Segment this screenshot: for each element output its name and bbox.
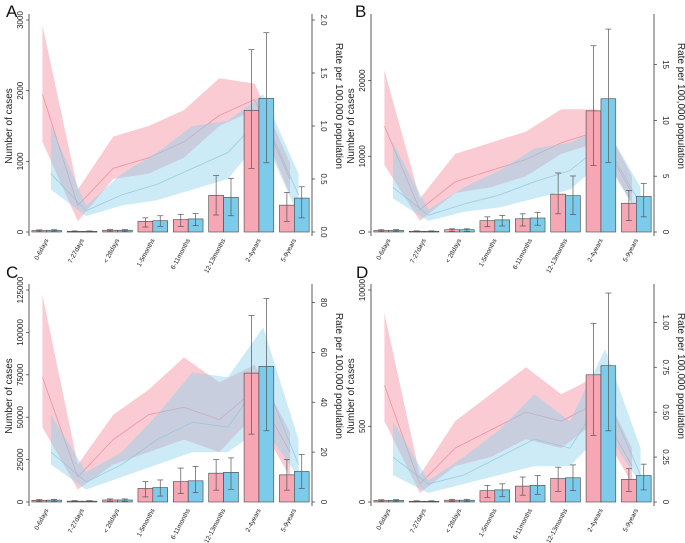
rate-band-female bbox=[384, 70, 633, 221]
left-tick-label: 2000 bbox=[16, 81, 25, 99]
left-tick-label: 0 bbox=[358, 229, 367, 234]
rate-band-female bbox=[42, 294, 291, 490]
right-tick-label: 1.5 bbox=[319, 67, 328, 79]
right-tick-label: 0.50 bbox=[661, 404, 670, 420]
panel-a: A 0 1000 2000 3000 0.0 0.5 1.0 1.5 2.0 Number of c… bbox=[4, 2, 344, 274]
category-label: 7-27days bbox=[67, 237, 86, 265]
category-label: 0-6days bbox=[33, 507, 50, 531]
left-tick-label: 100000 bbox=[16, 319, 25, 346]
category-label: < 28days bbox=[445, 237, 464, 264]
category-label: < 28days bbox=[103, 237, 122, 264]
category-label: 7-27days bbox=[67, 507, 86, 535]
panel-letter: A bbox=[6, 2, 18, 21]
category-label: 1-5months bbox=[136, 237, 157, 268]
left-tick-label: 125000 bbox=[16, 276, 25, 303]
left-tick-label: 25000 bbox=[16, 448, 25, 471]
right-tick-label: 2.0 bbox=[319, 14, 328, 26]
right-tick-label: 0 bbox=[661, 500, 670, 505]
category-label: 6-11months bbox=[512, 237, 534, 271]
left-tick-label: 0 bbox=[16, 229, 25, 234]
rate-line-female bbox=[42, 94, 291, 207]
left-tick-label: 3000 bbox=[16, 11, 25, 29]
category-label: 2-4years bbox=[245, 507, 263, 533]
left-tick-label: 20000 bbox=[358, 69, 367, 92]
panel-letter: C bbox=[6, 263, 18, 282]
y-axis-right-label: Rate per 100,000 population bbox=[675, 313, 685, 439]
category-label: 6-11months bbox=[170, 507, 192, 541]
category-label: 12-13months bbox=[203, 237, 227, 274]
category-label: 5-9years bbox=[622, 507, 640, 533]
panel-letter: D bbox=[356, 263, 368, 282]
panel-c: C 0 25000 50000 75000 100000 125000 0 20 40 60 80 Nu… bbox=[4, 263, 344, 543]
panel-letter: B bbox=[355, 2, 366, 21]
category-label: 7-27days bbox=[409, 237, 428, 265]
category-label: 2-4years bbox=[587, 507, 605, 533]
right-tick-label: 60 bbox=[319, 348, 328, 357]
right-tick-label: 15 bbox=[661, 60, 670, 69]
rate-band-female bbox=[384, 313, 633, 494]
right-tick-label: 1.00 bbox=[661, 315, 670, 331]
y-axis-right-label: Rate per 100,000 population bbox=[333, 43, 344, 169]
y-axis-label: Number of cases bbox=[4, 358, 15, 434]
left-tick-label: 0 bbox=[16, 499, 25, 504]
category-label: 2-4years bbox=[587, 237, 605, 263]
left-tick-label: 500 bbox=[358, 419, 367, 433]
right-tick-label: 0.5 bbox=[319, 173, 328, 185]
category-label: 6-11months bbox=[170, 237, 192, 271]
category-label: 2-4years bbox=[245, 237, 263, 263]
category-label: 5-9years bbox=[280, 507, 298, 533]
rate-band-female bbox=[42, 25, 291, 222]
left-tick-label: 50000 bbox=[16, 406, 25, 429]
y-axis-right-label: Rate per 100,000 population bbox=[333, 313, 344, 439]
category-label: 0-6days bbox=[375, 507, 392, 531]
right-tick-label: 80 bbox=[319, 298, 328, 307]
left-tick-label: 0 bbox=[358, 499, 367, 504]
right-tick-label: 1.0 bbox=[319, 120, 328, 132]
right-tick-label: 0.0 bbox=[319, 226, 328, 238]
right-tick-label: 40 bbox=[319, 398, 328, 407]
category-label: < 28days bbox=[445, 507, 464, 534]
y-axis-right-label: Rate per 100,000 population bbox=[675, 43, 685, 169]
right-tick-label: 0 bbox=[661, 230, 670, 235]
category-label: 12-13months bbox=[545, 237, 569, 274]
rate-band-male bbox=[392, 349, 641, 494]
left-tick-label: 10000 bbox=[358, 145, 367, 168]
right-tick-label: 5 bbox=[661, 174, 670, 179]
left-tick-label: 10000 bbox=[358, 278, 367, 301]
y-axis-label: Number of cases bbox=[346, 88, 357, 164]
rate-band-male bbox=[392, 126, 641, 221]
y-axis-label: Number of cases bbox=[346, 358, 357, 434]
right-tick-label: 0.75 bbox=[661, 359, 670, 375]
category-label: 1-5months bbox=[136, 507, 157, 538]
right-tick-label: 20 bbox=[319, 448, 328, 457]
category-label: 0-6days bbox=[375, 237, 392, 261]
category-label: 6-11months bbox=[512, 507, 534, 541]
panel-d: D 0 500 10000 0 0.25 0.50 0.75 1.00 Number of cas… bbox=[346, 263, 685, 543]
category-label: 1-5months bbox=[478, 507, 499, 538]
category-label: 1-5months bbox=[478, 237, 499, 268]
category-label: 12-13months bbox=[545, 507, 569, 543]
category-label: 12-13months bbox=[203, 507, 227, 543]
right-tick-label: 0 bbox=[319, 500, 328, 505]
category-label: 5-9years bbox=[280, 237, 298, 263]
panel-b: B 0 10000 20000 0 5 10 15 Number of cases Rate pe… bbox=[346, 2, 685, 274]
category-label: 5-9years bbox=[622, 237, 640, 263]
left-tick-label: 75000 bbox=[16, 363, 25, 386]
category-label: 0-6days bbox=[33, 237, 50, 261]
right-tick-label: 10 bbox=[661, 116, 670, 125]
right-tick-label: 0.25 bbox=[661, 449, 670, 465]
category-label: 7-27days bbox=[409, 507, 428, 535]
left-tick-label: 1000 bbox=[16, 152, 25, 170]
y-axis-label: Number of cases bbox=[4, 88, 15, 164]
rate-band-male bbox=[50, 327, 299, 490]
rate-band-male bbox=[50, 94, 299, 217]
category-label: < 28days bbox=[103, 507, 122, 534]
